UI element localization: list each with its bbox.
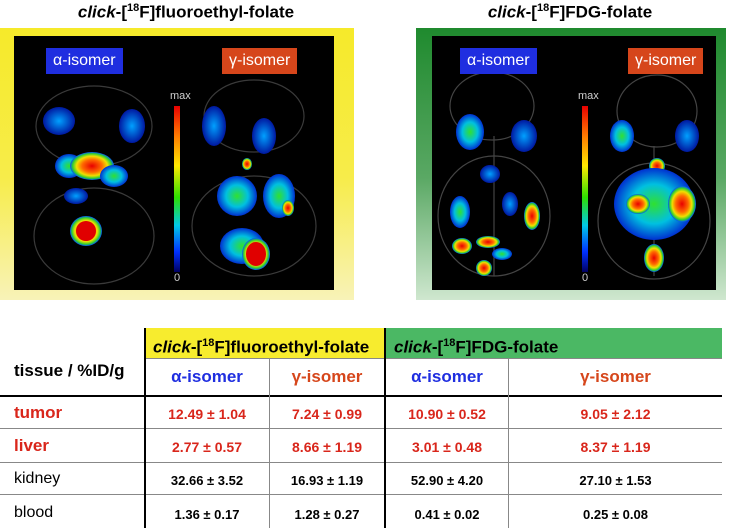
table-cell: 52.90 ± 4.20 bbox=[410, 473, 484, 488]
table-cell: 32.66 ± 3.52 bbox=[170, 473, 244, 488]
subheader-gamma-fluoroethyl: γ-isomer bbox=[291, 367, 363, 386]
table-cell: 8.66 ± 1.19 bbox=[292, 439, 362, 455]
table-cell: 2.77 ± 0.57 bbox=[172, 439, 242, 455]
group-click-word: click bbox=[153, 337, 191, 357]
table-cell: 0.41 ± 0.02 bbox=[414, 507, 480, 522]
table-divider bbox=[0, 494, 722, 495]
title-bracket: -[ bbox=[525, 2, 537, 22]
subheader-alpha-fdg: α-isomer bbox=[411, 367, 483, 386]
table-cell: 1.36 ± 0.17 bbox=[174, 507, 240, 522]
title-isotope-mass: 18 bbox=[127, 2, 140, 14]
colorbar-max-label: max bbox=[170, 90, 191, 102]
intensity-colorbar bbox=[582, 106, 588, 272]
group-bracket: -[ bbox=[190, 337, 203, 357]
title-click-word: click bbox=[487, 2, 526, 22]
group-compound: F]FDG-folate bbox=[455, 337, 559, 357]
group-isotope-mass: 18 bbox=[443, 337, 456, 349]
gamma-isomer-badge: γ-isomer bbox=[628, 48, 704, 74]
row-label-tumor: tumor bbox=[14, 403, 63, 422]
title-bracket: -[ bbox=[115, 2, 127, 22]
title-click-word: click bbox=[77, 2, 116, 22]
table-divider bbox=[508, 359, 509, 528]
pet-panel-fdg: α-isomer γ-isomer max 0 bbox=[416, 28, 726, 300]
colorbar-min-label: 0 bbox=[582, 272, 589, 284]
table-cell: 8.37 ± 1.19 bbox=[580, 439, 651, 455]
table-cell: 16.93 ± 1.19 bbox=[290, 473, 364, 488]
table-cell: 7.24 ± 0.99 bbox=[292, 406, 362, 422]
row-label-kidney: kidney bbox=[14, 470, 61, 487]
table-cell: 10.90 ± 0.52 bbox=[408, 406, 486, 422]
table-cell: 12.49 ± 1.04 bbox=[168, 406, 246, 422]
title-compound: F]FDG-folate bbox=[549, 2, 653, 22]
alpha-isomer-badge: α-isomer bbox=[46, 48, 123, 74]
table-cell: 1.28 ± 0.27 bbox=[294, 507, 360, 522]
subheader-gamma-fdg: γ-isomer bbox=[580, 367, 651, 386]
alpha-isomer-badge: α-isomer bbox=[460, 48, 537, 74]
table-cell: 27.10 ± 1.53 bbox=[579, 473, 652, 488]
intensity-colorbar bbox=[174, 106, 180, 272]
table-cell: 9.05 ± 2.12 bbox=[580, 406, 651, 422]
table-divider bbox=[269, 359, 270, 528]
table-cell: 3.01 ± 0.48 bbox=[412, 439, 482, 455]
table-divider bbox=[0, 462, 722, 463]
table-divider bbox=[0, 428, 722, 429]
table-divider bbox=[144, 328, 146, 528]
title-isotope-mass: 18 bbox=[536, 2, 550, 14]
pet-scan-image: α-isomer γ-isomer max 0 bbox=[432, 36, 716, 290]
title-compound: F]fluoroethyl-folate bbox=[139, 2, 295, 22]
group-header-fdg: click-[18F]FDG-folate bbox=[386, 328, 722, 358]
panel-title-left: click-[18F]fluoroethyl-folate bbox=[0, 2, 372, 23]
group-header-fluoroethyl: click-[18F]fluoroethyl-folate bbox=[145, 328, 385, 358]
table-cell: 0.25 ± 0.08 bbox=[583, 507, 648, 522]
group-bracket: -[ bbox=[431, 337, 444, 357]
table-divider bbox=[384, 328, 386, 528]
group-compound: F]fluoroethyl-folate bbox=[214, 337, 370, 357]
pet-scan-graphic bbox=[437, 71, 711, 280]
table-divider bbox=[0, 395, 722, 397]
group-click-word: click bbox=[394, 337, 432, 357]
group-isotope-mass: 18 bbox=[202, 337, 215, 349]
pet-panel-fluoroethyl: α-isomer γ-isomer max 0 bbox=[0, 28, 354, 300]
table-divider bbox=[145, 358, 722, 359]
pet-scan-graphic bbox=[33, 79, 317, 285]
panel-title-right: click-[18F]FDG-folate bbox=[416, 2, 724, 23]
row-label-blood: blood bbox=[14, 504, 54, 521]
pet-scan-image: α-isomer γ-isomer max 0 bbox=[14, 36, 334, 290]
tissue-column-header: tissue / %ID/g bbox=[14, 361, 125, 380]
colorbar-max-label: max bbox=[578, 90, 599, 102]
row-label-liver: liver bbox=[14, 436, 49, 455]
biodistribution-table: tissue / %ID/g click-[18F]fluoroethyl-fo… bbox=[0, 328, 742, 528]
subheader-alpha-fluoroethyl: α-isomer bbox=[171, 367, 243, 386]
colorbar-min-label: 0 bbox=[174, 272, 181, 284]
gamma-isomer-badge: γ-isomer bbox=[222, 48, 298, 74]
